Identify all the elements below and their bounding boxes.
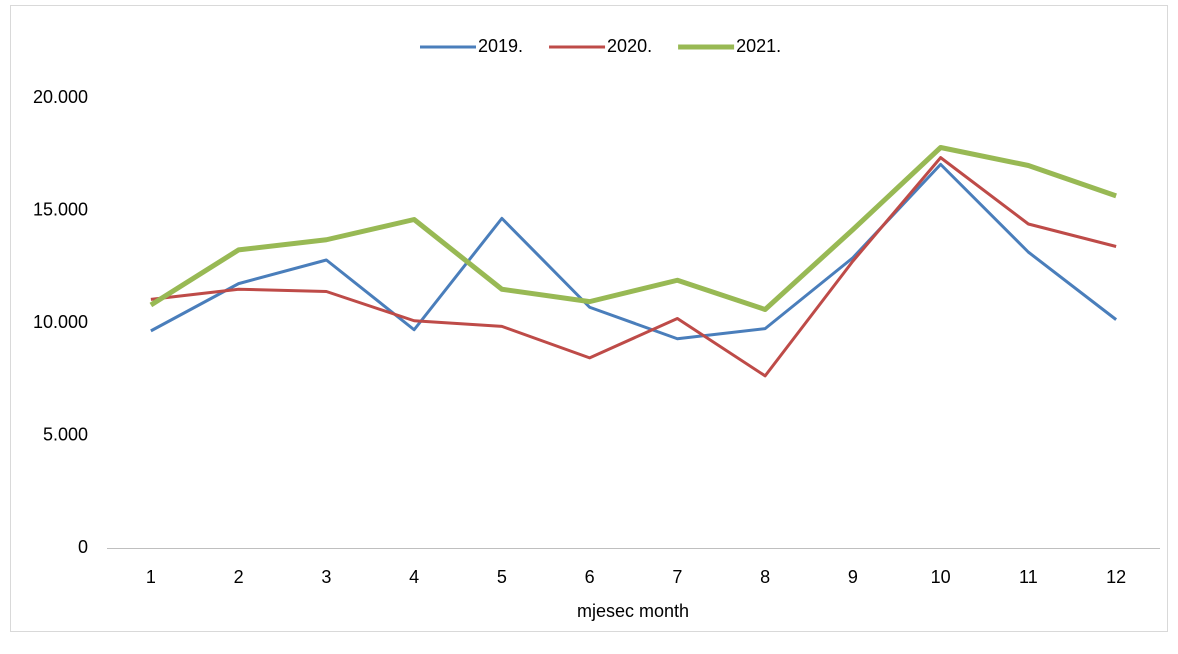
y-tick-label: 20.000: [33, 87, 88, 107]
x-tick-label: 7: [672, 567, 682, 587]
legend-label: 2020.: [607, 36, 652, 56]
x-tick-label: 8: [760, 567, 770, 587]
chart-border: [10, 5, 1168, 632]
legend-label: 2019.: [478, 36, 523, 56]
series-line: [149, 145, 1117, 312]
x-tick-label: 2: [234, 567, 244, 587]
x-tick-label: 4: [409, 567, 419, 587]
y-tick-label: 10.000: [33, 312, 88, 332]
x-tick-label: 3: [321, 567, 331, 587]
x-tick-label: 11: [1019, 567, 1038, 587]
series-line: [150, 162, 1118, 341]
series-line: [150, 156, 1117, 378]
x-tick-label: 9: [848, 567, 858, 587]
y-tick-label: 5.000: [43, 424, 88, 444]
y-tick-label: 0: [78, 537, 88, 557]
legend-label: 2021.: [736, 36, 781, 56]
x-tick-label: 10: [931, 567, 951, 587]
x-tick-label: 5: [497, 567, 507, 587]
y-tick-label: 15.000: [33, 199, 88, 219]
x-tick-label: 12: [1106, 567, 1126, 587]
x-tick-label: 1: [146, 567, 156, 587]
x-axis-title: mjesec month: [577, 601, 689, 621]
x-tick-label: 6: [585, 567, 595, 587]
